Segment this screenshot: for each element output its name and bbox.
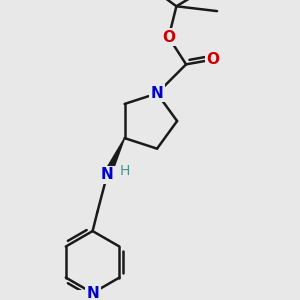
Text: O: O: [162, 30, 175, 45]
Text: N: N: [101, 167, 113, 182]
Text: N: N: [151, 86, 164, 101]
Text: N: N: [86, 286, 99, 300]
Polygon shape: [103, 138, 124, 177]
Text: H: H: [119, 164, 130, 178]
Text: O: O: [207, 52, 220, 67]
